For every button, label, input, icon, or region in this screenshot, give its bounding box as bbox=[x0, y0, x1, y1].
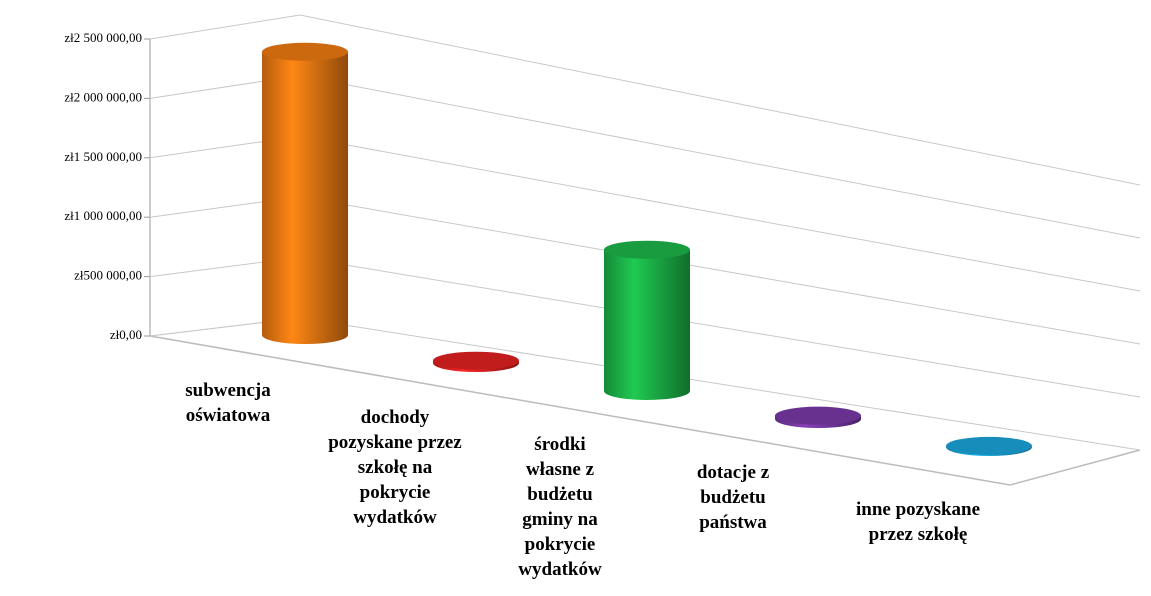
bar-top bbox=[262, 42, 348, 61]
bar-top bbox=[604, 240, 690, 259]
bar-body bbox=[604, 249, 690, 400]
y-tick-label: zł1 500 000,00 bbox=[64, 149, 142, 164]
y-tick-label: zł0,00 bbox=[110, 327, 142, 342]
axis-frame bbox=[149, 39, 1141, 486]
x-tick-label: subwencja oświatowa bbox=[185, 380, 271, 426]
bar-body bbox=[262, 51, 348, 345]
y-tick-label: zł1 000 000,00 bbox=[64, 208, 142, 223]
y-tick-label: zł2 500 000,00 bbox=[64, 30, 142, 45]
y-tick-label: zł2 000 000,00 bbox=[64, 89, 142, 104]
bar bbox=[433, 351, 519, 372]
grid-line bbox=[149, 14, 1141, 186]
bar-top bbox=[946, 436, 1032, 455]
x-tick-label: dochody pozyskane przez szkołę na pokryc… bbox=[328, 407, 462, 528]
bar bbox=[775, 406, 861, 428]
y-tick-label: zł500 000,00 bbox=[74, 268, 142, 283]
bar-top bbox=[775, 406, 861, 425]
bar bbox=[946, 436, 1032, 456]
bar bbox=[604, 240, 690, 400]
bar bbox=[262, 42, 348, 345]
bar-top bbox=[433, 351, 519, 370]
x-tick-label: dotacje z budżetu państwa bbox=[696, 462, 770, 533]
x-tick-label: środki własne z budżetu gminy na pokryci… bbox=[518, 434, 602, 580]
x-tick-label: inne pozyskane przez szkołę bbox=[855, 499, 981, 545]
